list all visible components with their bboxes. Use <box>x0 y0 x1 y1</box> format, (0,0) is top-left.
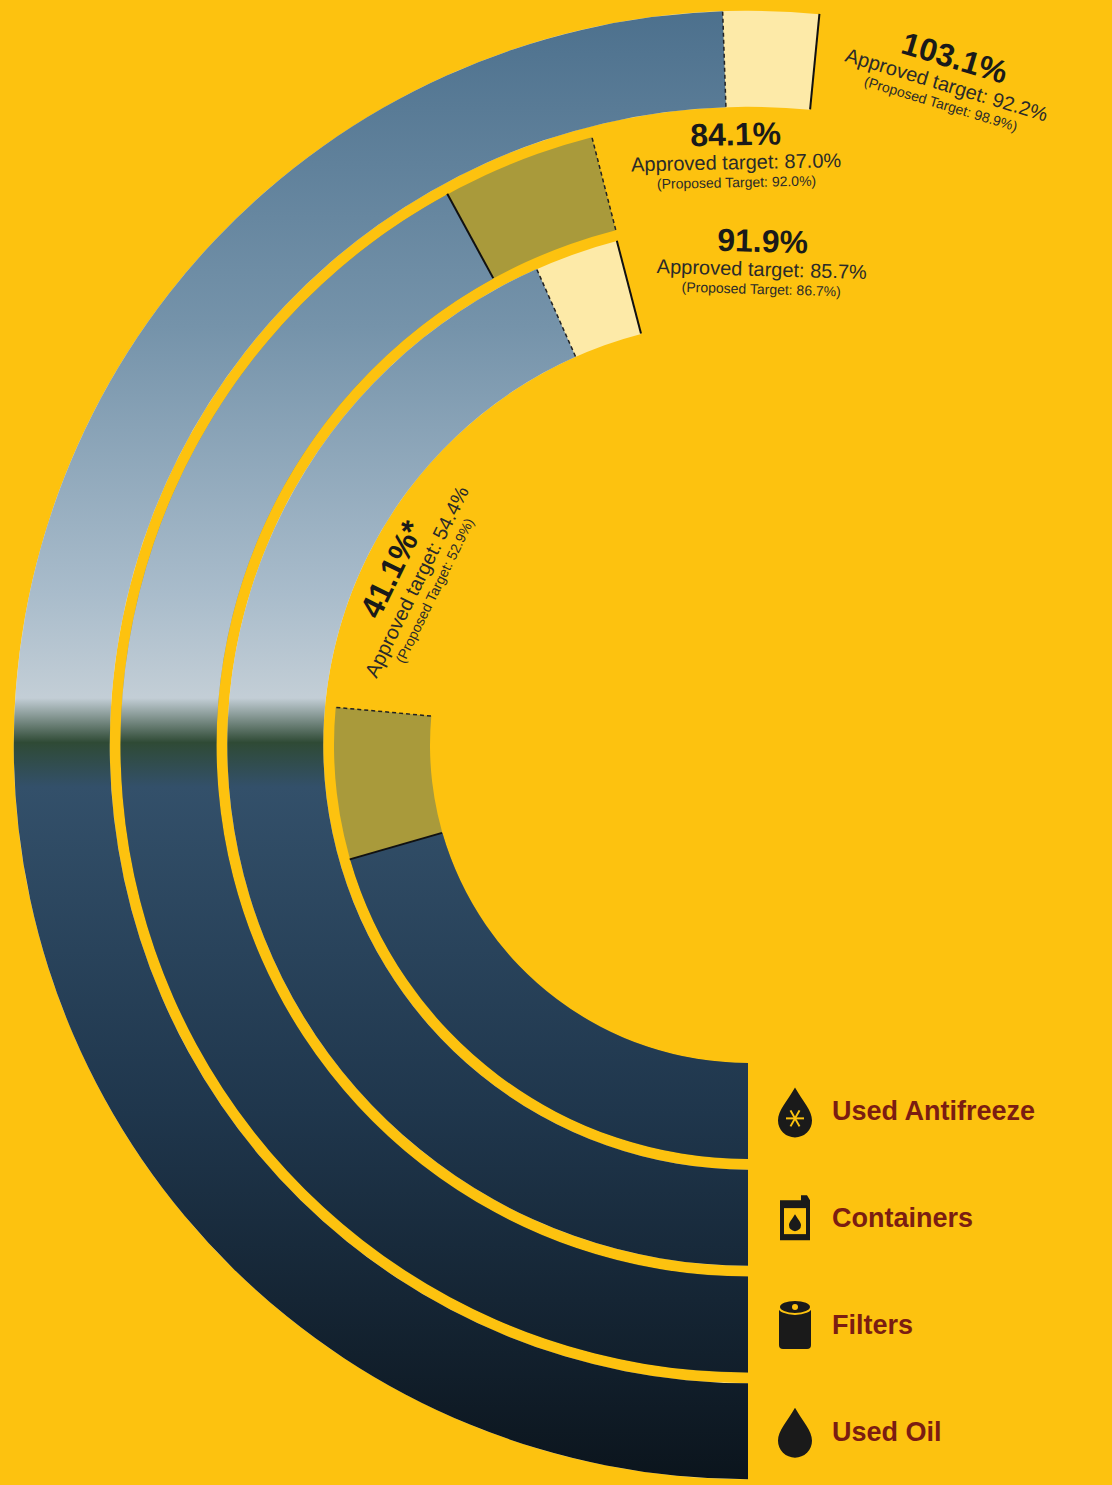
svg-text:Used Oil: Used Oil <box>832 1417 942 1447</box>
svg-text:Approved target: 54.4%: Approved target: 54.4% <box>360 482 473 680</box>
svg-text:(Proposed Target: 98.9%): (Proposed Target: 98.9%) <box>862 73 1019 134</box>
svg-text:(Proposed Target: 92.0%): (Proposed Target: 92.0%) <box>657 173 817 192</box>
svg-text:84.1%: 84.1% <box>690 115 781 153</box>
svg-text:103.1%: 103.1% <box>898 25 1012 91</box>
svg-text:Approved target: 92.2%: Approved target: 92.2% <box>843 44 1051 126</box>
svg-text:Approved target: 87.0%: Approved target: 87.0% <box>631 149 842 175</box>
svg-text:Approved target: 85.7%: Approved target: 85.7% <box>656 255 867 283</box>
svg-text:(Proposed Target: 52.9%): (Proposed Target: 52.9%) <box>392 516 477 666</box>
svg-text:41.1%*: 41.1%* <box>353 515 431 624</box>
svg-text:Containers: Containers <box>832 1203 973 1233</box>
svg-text:91.9%: 91.9% <box>717 222 809 261</box>
svg-text:Used Antifreeze: Used Antifreeze <box>832 1096 1035 1126</box>
svg-text:(Proposed Target: 86.7%): (Proposed Target: 86.7%) <box>681 279 841 300</box>
svg-text:Filters: Filters <box>832 1310 913 1340</box>
